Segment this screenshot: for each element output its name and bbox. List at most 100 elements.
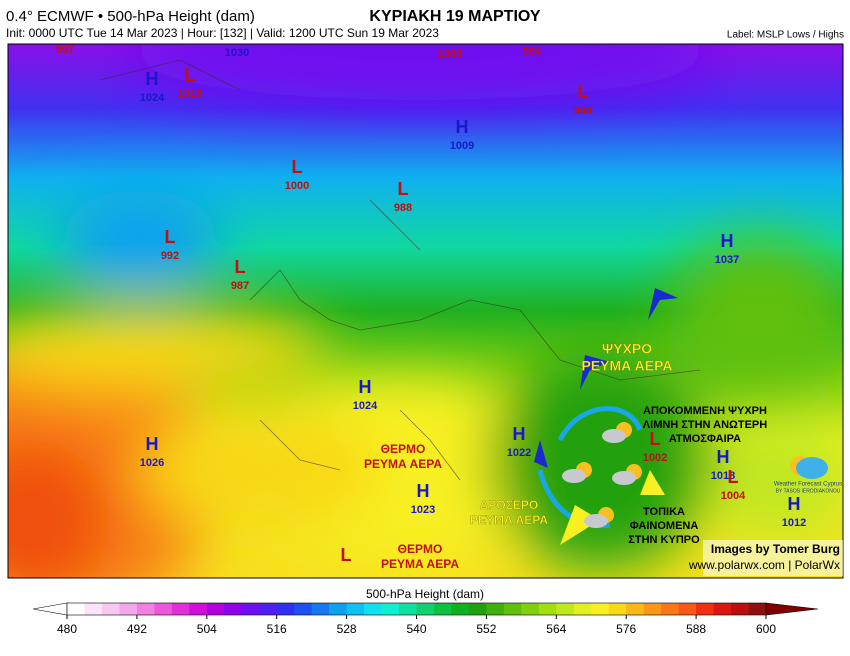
pressure-value: 1004 [721, 490, 746, 502]
pressure-value: 994 [523, 46, 542, 58]
pressure-value: 1018 [178, 88, 202, 100]
colorbar-bin [311, 603, 330, 615]
pressure-value: 1037 [715, 254, 739, 266]
colorbar-bin [154, 603, 173, 615]
annotation: ΡΕΥΜΑ ΑΕΡΑ [581, 358, 672, 374]
colorbar-bin [713, 603, 732, 615]
pressure-value: 1012 [782, 517, 806, 529]
annotation: ΤΟΠΙΚΑ [643, 506, 685, 518]
colorbar-tick-label: 576 [616, 622, 636, 636]
pressure-value: 1018 [711, 470, 735, 482]
credit-site: www.polarwx.com | PolarWx [688, 558, 840, 572]
colorbar-bin [573, 603, 592, 615]
arrow [580, 355, 610, 390]
colorbar-tick-label: 540 [406, 622, 426, 636]
colorbar-bin [294, 603, 313, 615]
pressure-letter: H [721, 231, 734, 251]
colorbar-tick-label: 600 [756, 622, 776, 636]
colorbar-bin [399, 603, 417, 615]
colorbar-extend [765, 602, 819, 616]
colorbar-bin [136, 603, 155, 615]
pressure-letter: L [165, 227, 176, 247]
colorbar-bin [206, 603, 225, 615]
pressure-value: 994 [574, 105, 593, 117]
weather-icons [562, 422, 642, 528]
pressure-value: 992 [161, 250, 179, 262]
annotation: ΘΕΡΜΟ [381, 442, 426, 456]
pressure-value: 1023 [411, 504, 435, 516]
colorbar-extend [32, 602, 68, 616]
arrow [640, 470, 665, 495]
colorbar-bin [696, 603, 714, 615]
pressure-value: 1024 [140, 92, 165, 104]
colorbar-bin [416, 603, 435, 615]
label-note: Label: MSLP Lows / Highs [727, 30, 844, 41]
colorbar-bin [521, 603, 540, 615]
pressure-value: 988 [394, 202, 412, 214]
colorbar-bin [538, 603, 557, 615]
colorbar-bin [381, 603, 400, 615]
colorbar-bin [84, 603, 103, 615]
logo-author: BY TASOS IERODIAKONOU [776, 488, 841, 494]
annotation: ΛΙΜΝΗ ΣΤΗΝ ΑΝΩΤΕΡΗ [643, 419, 767, 431]
colorbar-bin [608, 603, 627, 615]
colorbar-tick-label: 564 [546, 622, 566, 636]
pressure-value: 1002 [643, 452, 667, 464]
colorbar-tick-label: 528 [337, 622, 357, 636]
credit-images: Images by Tomer Burg [711, 542, 840, 556]
pressure-letter: H [146, 434, 159, 454]
pressure-letter: H [417, 481, 430, 501]
pressure-letter: L [728, 467, 739, 487]
colorbar-bin [451, 603, 470, 615]
colorbar-bin [189, 603, 208, 615]
arrow [648, 288, 678, 320]
colorbar-bin [241, 603, 260, 615]
annotation: ΡΕΥΜΑ ΑΕΡΑ [470, 513, 548, 527]
colorbar-bin [678, 603, 697, 615]
colorbar-bin [101, 603, 120, 615]
colorbar-tick-label: 588 [686, 622, 706, 636]
colorbar-bin [364, 603, 382, 615]
pressure-value: 1000 [285, 180, 309, 192]
colorbar-bin [626, 603, 645, 615]
pressure-value: 987 [231, 280, 249, 292]
pressure-letter: H [359, 377, 372, 397]
colorbar-label: 500-hPa Height (dam) [366, 587, 484, 601]
pressure-letter: H [788, 494, 801, 514]
pressure-letter: L [341, 545, 352, 565]
annotation: ΑΤΜΟΣΦΑΙΡΑ [669, 433, 741, 445]
colorbar-tick-label: 480 [57, 622, 77, 636]
colorbar-bin [486, 603, 505, 615]
colorbar-bin [748, 603, 767, 615]
annotation: ΘΕΡΜΟ [398, 542, 443, 556]
pressure-letter: L [578, 82, 589, 102]
colorbar-bin [276, 603, 295, 615]
colorbar-bin [468, 603, 487, 615]
annotation: ΦΑΙΝΟΜΕΝΑ [630, 520, 699, 532]
pressure-value: 1026 [140, 457, 164, 469]
colorbar-bin [224, 603, 243, 615]
colorbar-bin [503, 603, 522, 615]
pressure-letter: H [146, 69, 159, 89]
colorbar-bin [346, 603, 365, 615]
annotation: ΔΡΟΣΕΡΟ [480, 498, 539, 512]
colorbar-bin [67, 603, 85, 615]
colorbar-tick-label: 492 [127, 622, 147, 636]
product-title: 0.4° ECMWF • 500-hPa Height (dam) [6, 8, 255, 25]
colorbar-bin [661, 603, 680, 615]
pressure-letter: L [398, 179, 409, 199]
logo-name: Weather Forecast Cyprus [774, 482, 842, 488]
colorbar-bin [171, 603, 190, 615]
colorbar-bin [119, 603, 138, 615]
pressure-letter: L [292, 157, 303, 177]
colorbar-tick-label: 516 [267, 622, 287, 636]
pressure-value: 1000 [438, 48, 462, 60]
pressure-letter: L [185, 65, 196, 85]
circular-arrow [557, 406, 643, 442]
pressure-value: 1009 [450, 140, 474, 152]
annotation: ΣΤΗΝ ΚΥΠΡΟ [628, 534, 700, 546]
colorbar-bin [731, 603, 749, 615]
colorbar-tick-label: 552 [476, 622, 496, 636]
pressure-letter: H [513, 424, 526, 444]
